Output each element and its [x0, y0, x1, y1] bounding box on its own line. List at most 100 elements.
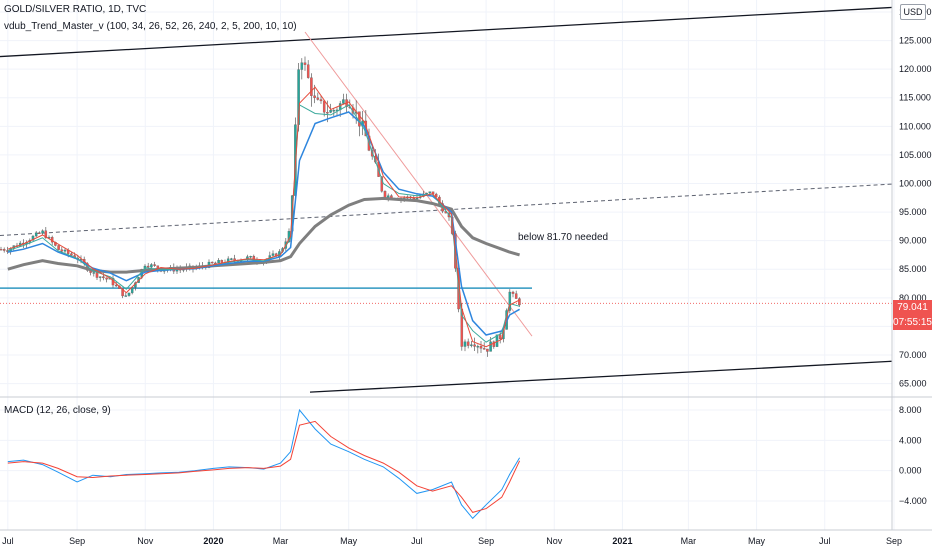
candle-body	[473, 344, 476, 347]
candle-body	[63, 249, 67, 252]
candle-body	[2, 249, 6, 251]
candle-body	[511, 291, 515, 294]
candle-body	[508, 291, 512, 311]
price-tick-label: 105.000	[899, 150, 932, 160]
candle-body	[514, 293, 518, 299]
candle-body	[153, 264, 156, 266]
indicator-title: vdub_Trend_Master_v (100, 34, 26, 52, 26…	[4, 21, 297, 32]
time-tick-label: May	[748, 536, 766, 546]
candle-body	[319, 99, 323, 102]
candle-body	[518, 298, 521, 306]
channel-mid-line	[0, 183, 893, 237]
price-tick-label: 110.000	[899, 121, 931, 131]
candle-body	[479, 346, 483, 349]
channel-upper-line	[0, 6, 893, 58]
time-tick-label: Sep	[886, 536, 902, 546]
candle-body	[220, 260, 224, 263]
candle-body	[489, 341, 492, 352]
time-axis: Jul Sep Nov 2020 Mar May Jul Sep Nov 2021 Mar May Ju…	[2, 536, 902, 546]
candle-body	[95, 272, 99, 278]
candle-body	[425, 192, 428, 195]
time-tick-label: Jul	[411, 536, 423, 546]
candle-body	[121, 288, 124, 297]
candle-body	[316, 97, 320, 100]
price-tick-label: 115.000	[899, 93, 931, 103]
macd-axis: 8.000 4.000 0.000 −4.000	[899, 405, 927, 506]
time-tick-label: Sep	[69, 536, 85, 546]
candle-body	[329, 110, 332, 113]
candle-body	[124, 295, 128, 297]
candle-body	[0, 249, 3, 251]
candle-body	[98, 276, 102, 278]
candle-body	[271, 253, 275, 256]
candle-body	[492, 341, 496, 347]
candle-body	[102, 276, 105, 279]
downtrend-line	[304, 31, 533, 337]
channel-lower-line	[309, 360, 893, 393]
candle-body	[322, 100, 326, 113]
candle-body	[470, 344, 473, 346]
time-tick-label: Nov	[137, 536, 154, 546]
macd-title: MACD (12, 26, close, 9)	[4, 405, 111, 416]
candle-body	[217, 260, 220, 264]
candle-body	[300, 62, 304, 70]
time-tick-label: Mar	[273, 536, 289, 546]
trend-channel	[0, 6, 893, 393]
candle-body	[57, 245, 60, 250]
symbol-title: GOLD/SILVER RATIO, 1D, TVC	[4, 4, 147, 15]
price-tick-label: 90.000	[899, 236, 927, 246]
price-tick-label: 95.000	[899, 207, 927, 217]
candle-body	[482, 348, 486, 350]
candle-body	[486, 348, 489, 352]
candle-body	[326, 112, 329, 114]
candle-body	[428, 191, 432, 194]
candle-body	[313, 95, 316, 98]
candle-body	[306, 64, 310, 78]
candle-body	[70, 253, 73, 256]
chart-annotation: below 81.70 needed	[518, 232, 609, 243]
macd-tick-label: 4.000	[899, 435, 922, 445]
currency-button[interactable]: USD	[900, 4, 926, 20]
ema-fast-line	[7, 86, 520, 348]
time-tick-label: May	[340, 536, 358, 546]
macd-tick-label: 8.000	[899, 405, 922, 415]
candle-body	[230, 258, 233, 260]
candle-body	[466, 341, 470, 346]
macd-panel	[7, 408, 521, 520]
candle-body	[105, 277, 108, 280]
candle-body	[463, 341, 467, 347]
candle-body	[226, 258, 230, 263]
time-tick-label: 2021	[612, 536, 632, 546]
time-tick-label: Mar	[681, 536, 697, 546]
candle-body	[114, 284, 118, 287]
candle-body	[303, 62, 307, 65]
candle-body	[34, 232, 38, 237]
price-tick-label: 65.000	[899, 379, 927, 389]
price-tick-label: 80.000	[899, 293, 927, 303]
time-tick-label: Nov	[546, 536, 563, 546]
price-tick-label: 70.000	[899, 350, 927, 360]
time-tick-label: 2020	[203, 536, 223, 546]
price-tick-label: 100.000	[899, 178, 932, 188]
time-tick-label: Sep	[478, 536, 494, 546]
candle-body	[127, 292, 131, 296]
macd-line	[7, 408, 521, 520]
price-tick-label: 85.000	[899, 264, 927, 274]
candle-body	[38, 232, 41, 234]
candle-body	[44, 230, 48, 239]
candle-body	[383, 191, 387, 198]
candle-body	[332, 110, 336, 112]
ema-slow-line	[7, 111, 520, 336]
macd-tick-label: 0.000	[899, 466, 922, 476]
countdown-badge: 07:55:15	[893, 315, 932, 330]
price-tick-label: 120.000	[899, 64, 932, 74]
candle-body	[380, 176, 384, 192]
candle-body	[92, 272, 96, 274]
candle-body	[249, 256, 252, 258]
axes	[0, 0, 932, 531]
macd-tick-label: −4.000	[899, 496, 927, 506]
candle-body	[41, 230, 44, 234]
candle-body	[31, 235, 35, 241]
time-tick-label: Jul	[2, 536, 14, 546]
